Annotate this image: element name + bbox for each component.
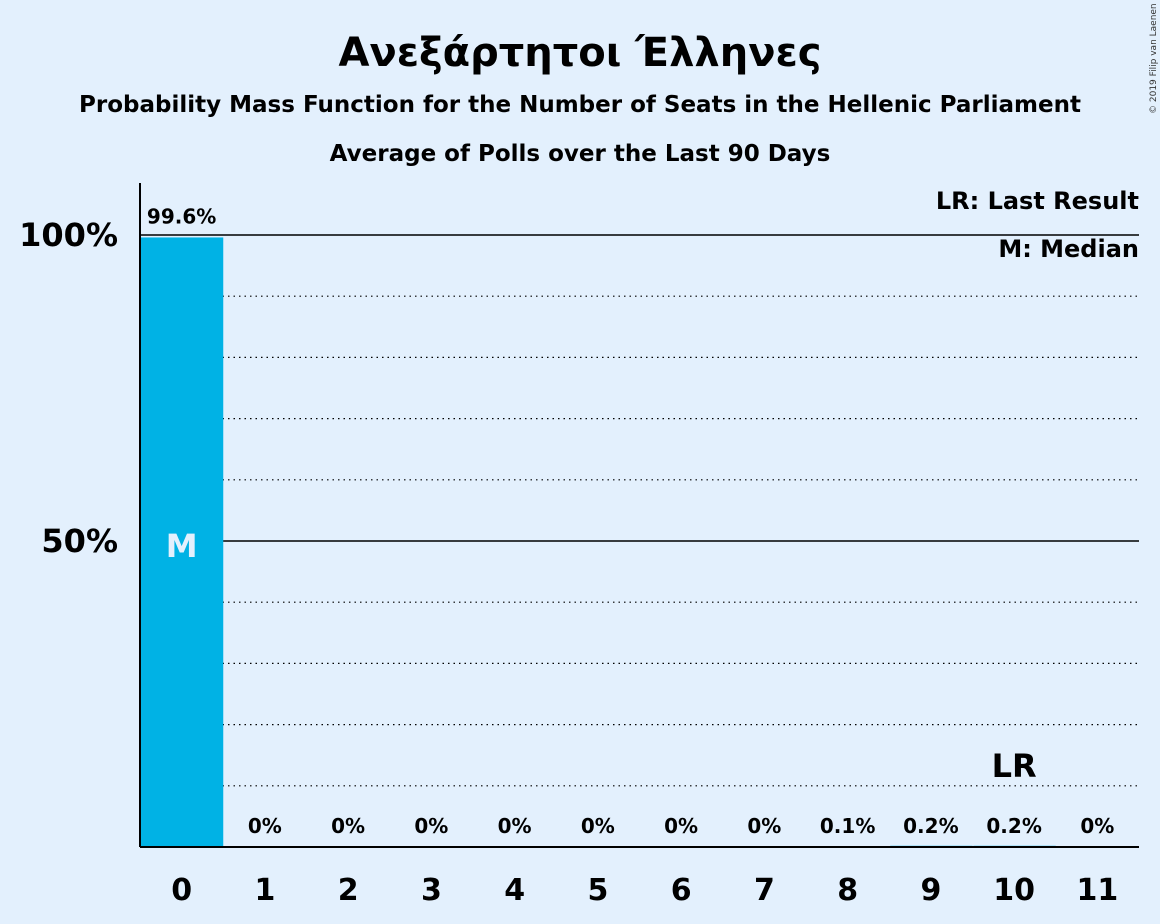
legend-median: M: Median <box>998 235 1139 263</box>
bar-value-label: 0% <box>747 814 781 838</box>
bar-value-label: 99.6% <box>147 204 216 228</box>
bar-value-label: 0% <box>414 814 448 838</box>
x-tick-label: 4 <box>504 873 525 908</box>
x-tick-label: 6 <box>671 873 692 908</box>
bar-value-label: 0.2% <box>903 814 958 838</box>
x-tick-label: 8 <box>837 873 858 908</box>
bar-value-label: 0% <box>331 814 365 838</box>
bar <box>141 237 224 847</box>
chart-subtitle-2: Average of Polls over the Last 90 Days <box>330 141 831 167</box>
bars <box>141 237 1056 847</box>
bar-value-label: 0.1% <box>820 814 875 838</box>
bar-value-label: 0% <box>1080 814 1114 838</box>
grid <box>140 234 1139 787</box>
bar-value-label: 0% <box>664 814 698 838</box>
x-tick-label: 11 <box>1077 873 1119 908</box>
y-tick-label: 100% <box>19 216 118 254</box>
legend-last-result: LR: Last Result <box>936 187 1139 215</box>
bar-value-label: 0% <box>248 814 282 838</box>
y-tick-label: 50% <box>41 522 118 560</box>
labels: 50%100% 99.6%00%10%20%30%40%50%60%70.1%80… <box>19 204 1118 908</box>
x-tick-label: 10 <box>993 873 1035 908</box>
bar-value-label: 0% <box>498 814 532 838</box>
x-tick-label: 3 <box>421 873 442 908</box>
x-tick-label: 7 <box>754 873 775 908</box>
x-tick-label: 1 <box>254 873 275 908</box>
last-result-marker: LR <box>992 747 1037 785</box>
x-tick-label: 5 <box>587 873 608 908</box>
axes <box>139 183 1139 848</box>
chart-subtitle: Probability Mass Function for the Number… <box>79 92 1081 118</box>
x-tick-label: 9 <box>920 873 941 908</box>
x-tick-label: 2 <box>338 873 359 908</box>
bar-value-label: 0.2% <box>986 814 1041 838</box>
median-marker: M <box>166 527 198 565</box>
bar-value-label: 0% <box>581 814 615 838</box>
chart-title: Ανεξάρτητοι Έλληνες <box>339 30 822 76</box>
x-tick-label: 0 <box>171 873 192 908</box>
copyright-text: © 2019 Filip van Laenen <box>1149 3 1159 114</box>
